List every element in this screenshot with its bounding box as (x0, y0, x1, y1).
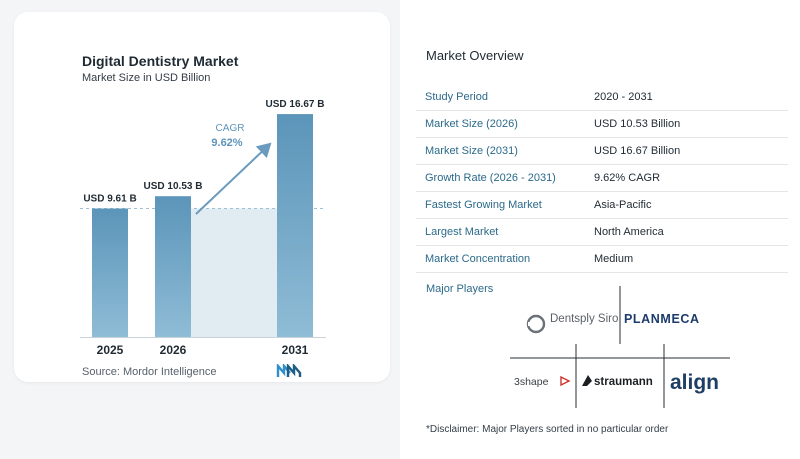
overview-row-fastest-growing: Fastest Growing Market Asia-Pacific (416, 192, 788, 219)
overview-value: USD 16.67 Billion (594, 145, 681, 157)
bar-chart: USD 9.61 B 2025 USD 10.53 B 2026 USD 16.67 B… (80, 99, 326, 357)
x-tick-label: 2026 (160, 343, 187, 357)
logo-text: 3shape (514, 376, 549, 388)
logo-3shape: 3shape (514, 372, 574, 395)
disclaimer-text: *Disclaimer: Major Players sorted in no … (426, 424, 669, 435)
logo-text: align (670, 371, 719, 394)
bar-2026 (155, 196, 191, 337)
overview-row-market-size-2031: Market Size (2031) USD 16.67 Billion (416, 138, 788, 165)
overview-label: Largest Market (425, 226, 499, 238)
logo-text: PLANMECA (624, 312, 700, 326)
overview-label: Market Concentration (425, 253, 531, 265)
market-overview-panel: Market Overview Study Period 2020 - 2031… (400, 0, 800, 459)
x-tick-label: 2025 (97, 343, 124, 357)
logo-text: straumann (594, 376, 653, 388)
overview-row-concentration: Market Concentration Medium (416, 246, 788, 273)
logo-text: Dentsply Sirona (550, 313, 618, 325)
overview-row-growth-rate: Growth Rate (2026 - 2031) 9.62% CAGR (416, 165, 788, 192)
overview-row-largest-market: Largest Market North America (416, 219, 788, 246)
overview-label: Study Period (425, 91, 488, 103)
overview-row-study-period: Study Period 2020 - 2031 (416, 84, 788, 111)
overview-label: Market Size (2031) (425, 145, 518, 157)
bar-2025 (92, 208, 128, 337)
cagr-label: CAGR (216, 123, 245, 134)
chart-subtitle: Market Size in USD Billion (82, 72, 211, 84)
cagr-arrow (195, 142, 272, 215)
overview-value: Medium (594, 253, 634, 265)
players-grid-lines (510, 286, 730, 408)
bar-2031 (277, 114, 313, 337)
overview-value: Asia-Pacific (594, 199, 652, 211)
data-label: USD 16.67 B (266, 99, 325, 110)
overview-label: Fastest Growing Market (425, 199, 542, 211)
x-tick-label: 2031 (282, 343, 309, 357)
overview-label: Market Size (2026) (425, 118, 518, 130)
mordor-logo-icon (276, 364, 302, 377)
forecast-shade (191, 208, 277, 337)
chart-title: Digital Dentistry Market (82, 53, 239, 69)
overview-value: 9.62% CAGR (594, 172, 661, 184)
overview-value: USD 10.53 Billion (594, 118, 681, 130)
overview-value: North America (594, 226, 664, 238)
data-label: USD 10.53 B (144, 181, 203, 192)
major-players-title: Major Players (426, 283, 494, 295)
logo-dentsply-sirona: Dentsply Sirona (526, 310, 632, 343)
logo-straumann: straumann (580, 371, 670, 396)
cagr-value: 9.62% (211, 137, 242, 149)
logo-align: align (670, 368, 730, 401)
overview-title: Market Overview (426, 48, 524, 63)
overview-row-market-size-2026: Market Size (2026) USD 10.53 Billion (416, 111, 788, 138)
source-text: Source: Mordor Intelligence (82, 366, 217, 378)
overview-value: 2020 - 2031 (594, 91, 653, 103)
overview-label: Growth Rate (2026 - 2031) (425, 172, 556, 184)
data-label: USD 9.61 B (83, 194, 136, 205)
logo-planmeca: PLANMECA (624, 310, 728, 333)
